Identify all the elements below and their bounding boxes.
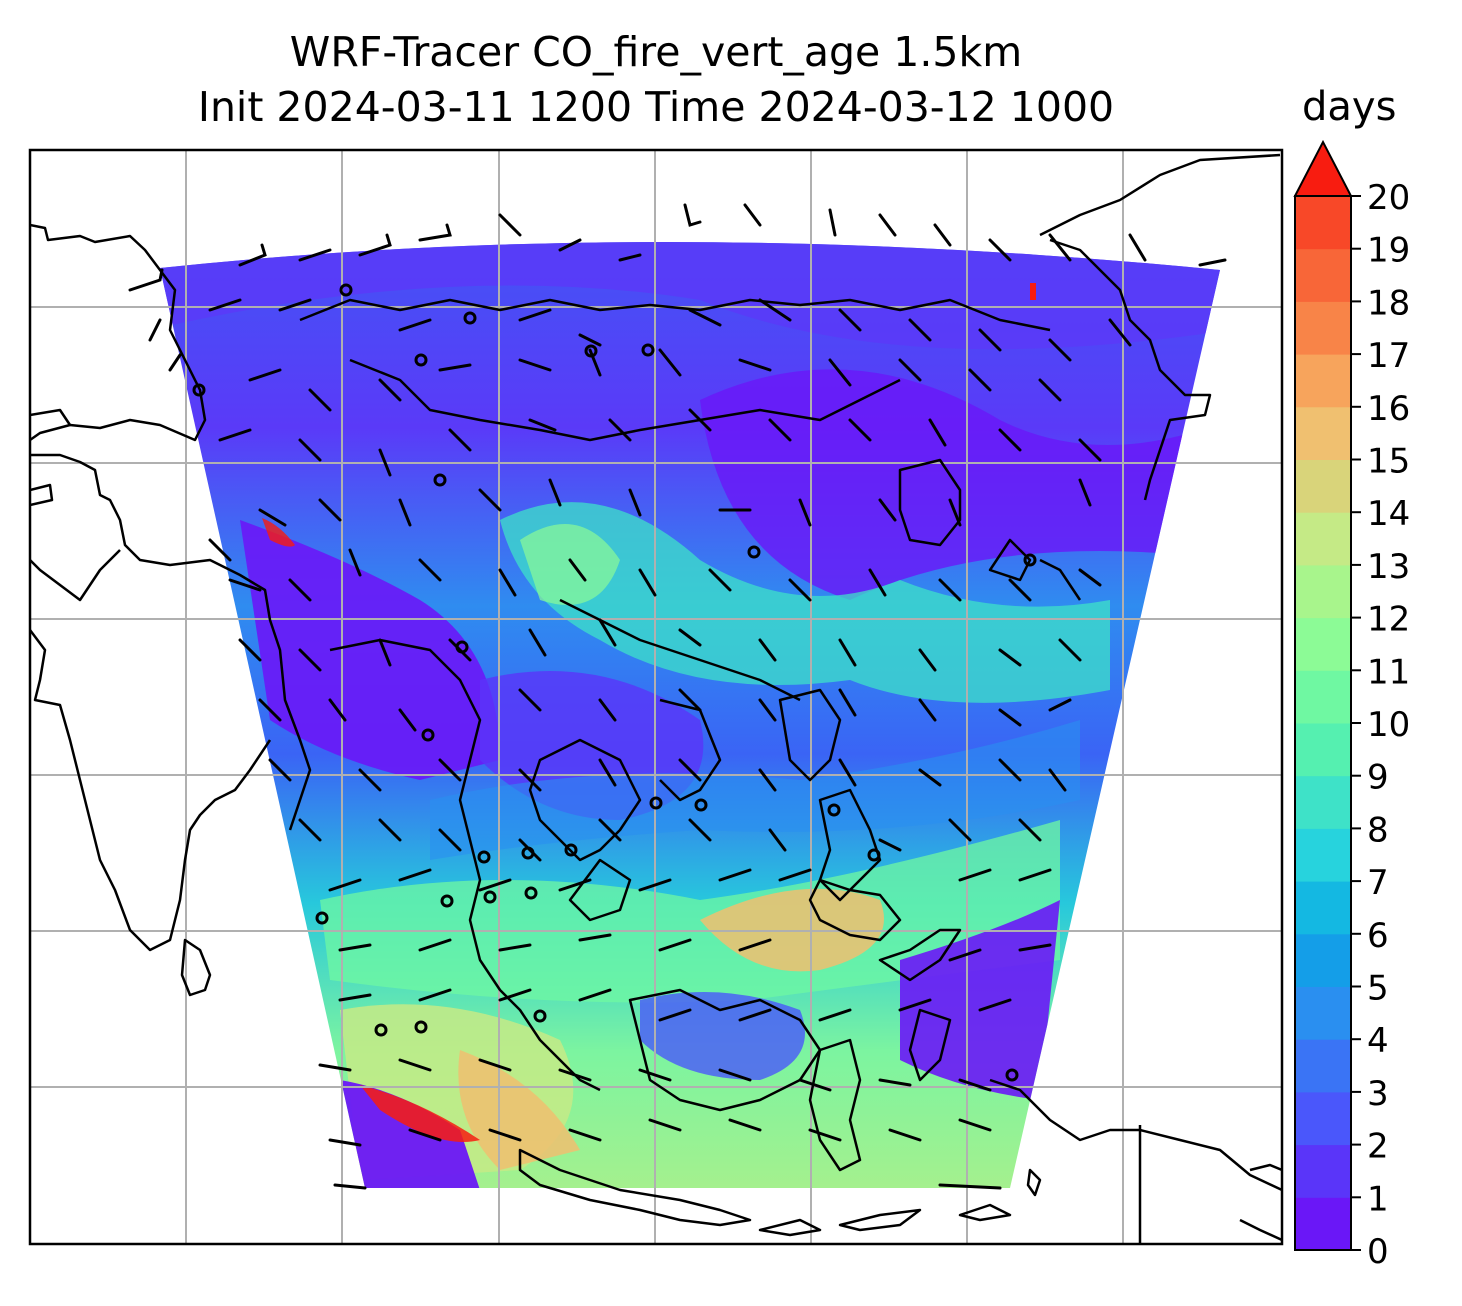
- colorbar-segment: [1295, 775, 1351, 829]
- colorbar-segment: [1295, 1039, 1351, 1093]
- colorbar-tick-label: 13: [1367, 547, 1410, 587]
- gridlines: [30, 150, 1282, 1244]
- colorbar-segment: [1295, 723, 1351, 777]
- colorbar-segment: [1295, 617, 1351, 671]
- colorbar-tick-label: 9: [1367, 758, 1389, 798]
- coastlines: [30, 153, 1282, 1244]
- colorbar-segment: [1295, 1144, 1351, 1198]
- colorbar-segment: [1295, 354, 1351, 408]
- map-frame: [28, 148, 1284, 1246]
- colorbar-segment: [1295, 881, 1351, 935]
- colorbar-tick-label: 6: [1367, 916, 1389, 956]
- colorbar-tick-label: 17: [1367, 336, 1410, 376]
- colorbar-segment: [1295, 301, 1351, 355]
- colorbar-segment: [1295, 564, 1351, 619]
- colorbar-segment: [1295, 828, 1351, 882]
- colorbar-tick-label: 15: [1367, 442, 1410, 482]
- colorbar-segment: [1295, 986, 1351, 1040]
- colorbar-label: days: [1302, 84, 1397, 130]
- colorbar-segment: [1295, 459, 1351, 513]
- tracer-age-field: [160, 241, 1220, 1189]
- colorbar-tick-label: 4: [1367, 1021, 1389, 1061]
- colorbar-tick-label: 7: [1367, 863, 1389, 903]
- colorbar-tick-label: 20: [1367, 178, 1410, 218]
- chart-title-line2: Init 2024-03-11 1200 Time 2024-03-12 100…: [197, 83, 1115, 131]
- colorbar-extend-arrow: [1293, 139, 1353, 197]
- colorbar-tick-label: 11: [1367, 652, 1410, 692]
- colorbar-segment: [1295, 196, 1351, 250]
- colorbar-tick-label: 0: [1367, 1232, 1389, 1272]
- colorbar-segment: [1295, 933, 1351, 987]
- colorbar-segment: [1295, 406, 1351, 460]
- wind-barbs: [128, 203, 1227, 1190]
- colorbar-tick-label: 18: [1367, 283, 1410, 323]
- colorbar-segment: [1295, 512, 1351, 566]
- colorbar-tick-label: 5: [1367, 969, 1389, 1009]
- colorbar-tick-label: 12: [1367, 600, 1410, 640]
- colorbar-tick-label: 19: [1367, 231, 1410, 271]
- colorbar-tick-label: 3: [1367, 1074, 1389, 1114]
- colorbar-tick-label: 2: [1367, 1127, 1389, 1167]
- colorbar-tick-label: 14: [1367, 494, 1410, 534]
- colorbar-tick-label: 1: [1367, 1179, 1389, 1219]
- calm-markers: [192, 283, 1037, 1082]
- colorbar-segment: [1295, 1091, 1351, 1146]
- colorbar-segment: [1295, 248, 1351, 302]
- colorbar-segment: [1295, 1197, 1351, 1251]
- chart-title-line1: WRF-Tracer CO_fire_vert_age 1.5km: [289, 28, 1023, 76]
- colorbar-segment: [1295, 670, 1351, 724]
- colorbar-tick-label: 8: [1367, 810, 1389, 850]
- colorbar-tick-label: 10: [1367, 705, 1410, 745]
- colorbar-tick-label: 16: [1367, 389, 1410, 429]
